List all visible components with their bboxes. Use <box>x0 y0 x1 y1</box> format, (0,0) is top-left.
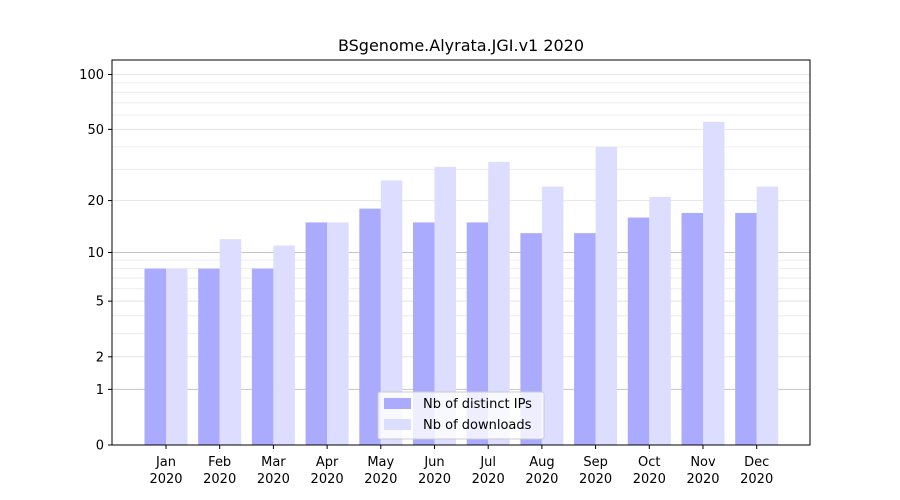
x-tick-label-year: 2020 <box>633 472 666 487</box>
y-axis: 0 1 2 5 10 20 50 100 <box>79 68 112 454</box>
x-tick-label-year: 2020 <box>149 472 182 487</box>
y-tick-label: 100 <box>79 68 104 83</box>
bar-distinct-ips <box>574 233 596 445</box>
y-tick-label: 1 <box>96 383 104 398</box>
bar-distinct-ips <box>681 212 703 445</box>
legend-box <box>377 391 545 440</box>
x-tick-label-year: 2020 <box>311 472 344 487</box>
x-tick-label-year: 2020 <box>472 472 505 487</box>
plot-frame <box>111 59 811 446</box>
y-tick-label: 50 <box>87 123 104 138</box>
bar-downloads <box>595 146 618 445</box>
legend-label-downloads: Nb of downloads <box>423 418 532 433</box>
y-tick-label: 5 <box>96 295 104 310</box>
x-tick-label-month: Feb <box>208 455 231 470</box>
bar-distinct-ips <box>735 212 757 445</box>
x-tick-label-month: Jul <box>479 455 496 470</box>
x-axis: Jan 2020 Feb 2020 Mar 2020 Apr 2020 May 2020 Jun 20… <box>149 445 773 487</box>
x-tick-label-year: 2020 <box>740 472 773 487</box>
x-tick-label-month: Jun <box>423 455 444 470</box>
y-tick-label: 2 <box>96 350 104 365</box>
bar-downloads <box>541 186 564 445</box>
x-tick-label-year: 2020 <box>579 472 612 487</box>
bar-distinct-ips <box>251 268 274 445</box>
x-tick-label-month: Oct <box>638 455 660 470</box>
bar-distinct-ips <box>359 208 381 445</box>
x-tick-label-month: Mar <box>261 455 286 470</box>
x-tick-label-month: Apr <box>316 455 339 470</box>
y-tick-label: 20 <box>87 194 104 209</box>
bar-downloads <box>166 268 188 445</box>
x-tick-label-month: Nov <box>690 455 716 470</box>
x-tick-label-month: Dec <box>744 455 769 470</box>
y-tick-label: 0 <box>96 439 104 454</box>
bar-distinct-ips <box>198 268 220 445</box>
bar-distinct-ips <box>144 268 166 445</box>
x-tick-label-month: May <box>367 455 394 470</box>
x-tick-label-year: 2020 <box>418 472 451 487</box>
legend: Nb of distinct IPs Nb of downloads <box>377 391 545 440</box>
bar-downloads <box>434 166 456 446</box>
x-tick-label-month: Sep <box>583 455 608 470</box>
x-tick-label-month: Aug <box>529 455 554 470</box>
bar-distinct-ips <box>627 217 650 445</box>
legend-swatch-distinct-ips <box>384 398 411 409</box>
bar-distinct-ips <box>466 222 489 445</box>
bar-downloads <box>380 180 403 446</box>
bar-downloads <box>273 245 295 445</box>
x-tick-label-year: 2020 <box>686 472 719 487</box>
bar-distinct-ips <box>413 222 435 445</box>
legend-label-distinct-ips: Nb of distinct IPs <box>423 397 532 412</box>
chart-title: BSgenome.Alyrata.JGI.v1 2020 <box>338 36 584 55</box>
x-tick-label-month: Jan <box>155 455 176 470</box>
bar-downloads <box>219 239 242 445</box>
bar-downloads <box>703 121 725 445</box>
legend-swatch-downloads <box>384 419 411 430</box>
x-tick-label-year: 2020 <box>203 472 236 487</box>
x-tick-label-year: 2020 <box>525 472 558 487</box>
bar-downloads <box>756 186 779 445</box>
bar-distinct-ips <box>305 222 328 445</box>
y-tick-label: 10 <box>87 246 104 261</box>
bars <box>144 121 779 446</box>
bar-downloads <box>327 222 349 445</box>
x-tick-label-year: 2020 <box>364 472 397 487</box>
x-tick-label-year: 2020 <box>257 472 290 487</box>
bar-downloads <box>488 161 510 445</box>
bar-downloads <box>649 196 671 445</box>
